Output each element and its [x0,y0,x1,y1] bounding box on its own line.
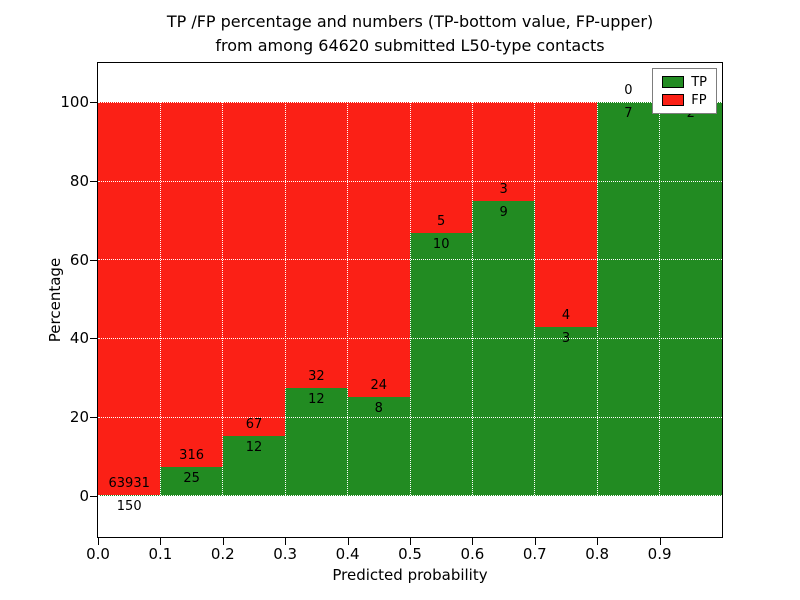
fp-bar [160,102,223,467]
x-tick-mark [347,538,349,545]
x-tick-mark [160,538,162,545]
x-tick-label: 0.1 [148,545,173,563]
gridline-vertical [659,63,661,537]
tp-count-label: 150 [116,498,142,514]
y-tick-label: 100 [60,93,89,112]
x-tick-label: 0.4 [335,545,360,563]
gridline-vertical [409,63,411,537]
y-tick-label: 0 [79,486,89,505]
fp-count-label: 316 [179,447,204,463]
y-tick-mark [90,417,97,419]
chart-title: TP /FP percentage and numbers (TP-bottom… [97,10,723,58]
legend-swatch-tp [662,76,685,88]
x-tick-label: 0.0 [86,545,110,563]
fp-bar [222,102,286,436]
gridline-vertical [534,63,536,537]
legend-label-tp: TP [691,74,707,90]
gridline-vertical [222,63,224,537]
chart-title-line2: from among 64620 submitted L50-type cont… [215,36,605,55]
tp-count-label: 25 [183,470,200,486]
tp-bar [659,102,722,496]
tp-count-label: 10 [432,237,450,253]
legend-swatch-fp [662,94,685,106]
gridline-horizontal [98,416,722,418]
chart-title-line1: TP /FP percentage and numbers (TP-bottom… [166,12,654,31]
legend-row-tp: TP [662,73,707,91]
tp-count-label: 8 [374,401,383,417]
y-tick-mark [90,259,97,261]
fp-count-label: 63931 [108,475,150,491]
fp-bar [534,102,598,328]
tp-bar [160,466,223,496]
x-axis-label: Predicted probability [332,566,488,584]
fp-bar [285,102,348,389]
tp-count-label: 3 [561,331,571,347]
tp-bar [410,233,473,496]
legend-row-fp: FP [662,91,707,109]
y-tick-label: 20 [69,408,89,427]
tp-count-label: 12 [308,392,325,408]
y-tick-mark [90,181,97,182]
fp-bar [410,102,473,234]
tp-bar [597,102,660,496]
tp-bar [285,388,348,496]
gridline-vertical [471,63,473,537]
gridline-vertical [347,63,349,537]
bars-layer [98,63,722,537]
tp-bar [222,435,286,496]
x-tick-label: 0.9 [647,545,672,563]
fp-bar [98,102,161,495]
gridline-vertical [596,63,598,537]
gridline-horizontal [98,337,722,339]
bar-labels-layer: 63931150316256712321224851039430702 [98,63,722,537]
x-tick-mark [534,538,536,545]
y-tick-label: 80 [69,172,89,190]
fp-bar [347,102,410,398]
x-tick-mark [472,538,474,545]
x-tick-mark [285,538,287,545]
gridline-horizontal [98,180,722,182]
grid-layer [98,63,722,537]
x-tick-label: 0.7 [522,545,547,563]
gridline-horizontal [98,495,722,497]
x-tick-label: 0.2 [210,545,235,563]
x-tick-mark [98,538,99,545]
x-tick-mark [410,538,411,545]
x-tick-mark [597,538,599,545]
x-tick-label: 0.8 [585,545,610,563]
gridline-horizontal [98,101,722,103]
legend: TP FP [652,68,717,114]
tp-bar [534,327,598,496]
x-tick-mark [222,538,224,545]
x-tick-label: 0.5 [398,545,422,563]
tp-count-label: 12 [245,439,263,455]
fp-count-label: 24 [370,378,388,394]
tp-count-label: 7 [624,106,633,122]
y-axis-label: Percentage [46,257,64,343]
x-tick-label: 0.6 [460,545,485,563]
y-tick-mark [90,102,97,104]
y-tick-mark [90,495,97,497]
x-tick-mark [659,538,661,545]
fp-bar [472,102,535,201]
fp-count-label: 0 [624,83,633,99]
fp-count-label: 32 [308,369,325,385]
tp-bar [472,200,535,496]
tp-count-label: 9 [499,204,508,220]
fp-count-label: 5 [437,214,446,230]
fp-count-label: 4 [561,308,571,324]
tp-bar [347,397,410,496]
legend-label-fp: FP [691,92,707,108]
gridline-horizontal [98,259,722,261]
x-tick-label: 0.3 [273,545,298,563]
gridline-vertical [284,63,286,537]
fp-count-label: 3 [499,181,508,197]
gridline-vertical [159,63,161,537]
fp-count-label: 67 [245,416,263,432]
y-tick-mark [90,338,97,340]
